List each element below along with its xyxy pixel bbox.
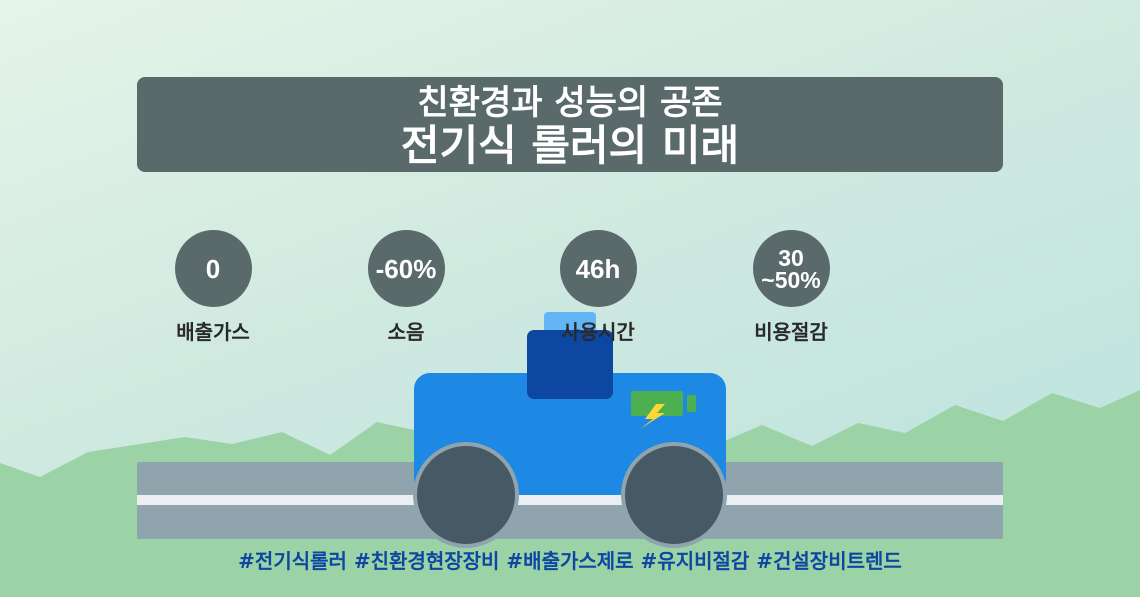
- stat-cost-saving: 30 ~50% 비용절감: [731, 230, 851, 345]
- stat-value-line1: 30: [778, 244, 804, 271]
- stat-value: 30 ~50%: [752, 230, 830, 307]
- rear-wheel: [621, 442, 727, 548]
- stat-emissions: 0 배출가스: [153, 230, 273, 345]
- stat-label: 비용절감: [754, 320, 828, 344]
- stat-value-line2: ~50%: [761, 266, 821, 293]
- stat-value: 0: [174, 230, 252, 307]
- stat-label: 사용시간: [561, 320, 635, 344]
- battery-icon: [631, 391, 696, 416]
- title-banner: 친환경과 성능의 공존 전기식 롤러의 미래: [137, 77, 1003, 172]
- stat-label: 배출가스: [176, 320, 250, 344]
- title-line1: 친환경과 성능의 공존: [417, 83, 723, 123]
- front-wheel: [413, 442, 519, 548]
- stat-value: 46h: [559, 230, 637, 307]
- roller-cabin: [527, 330, 613, 399]
- hashtags: #전기식롤러 #친환경현장장비 #배출가스제로 #유지비절감 #건설장비트렌드: [238, 549, 902, 573]
- title-line2: 전기식 롤러의 미래: [400, 121, 740, 170]
- lightning-bolt-icon: [640, 404, 665, 429]
- stat-usage-time: 46h 사용시간: [538, 230, 658, 345]
- stat-value: -60%: [367, 230, 445, 307]
- road-stripe: [137, 495, 1003, 505]
- stat-noise: -60% 소음: [346, 230, 466, 345]
- stat-label: 소음: [387, 320, 425, 344]
